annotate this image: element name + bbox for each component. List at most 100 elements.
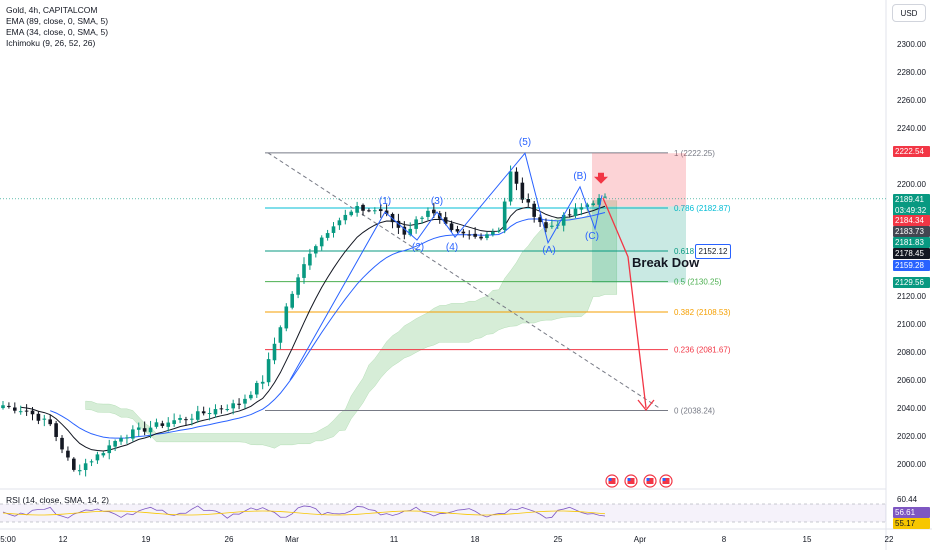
- price-tag: 2183.73: [893, 226, 930, 237]
- candle-body: [378, 209, 383, 212]
- candle-body: [190, 418, 194, 420]
- wave-label: (4): [446, 242, 458, 253]
- candle-body: [302, 264, 306, 278]
- price-axis-label: 2300.00: [897, 40, 926, 49]
- candle-body: [284, 306, 289, 329]
- break-down-annotation: Break Dow: [632, 255, 700, 270]
- candle-body: [83, 463, 88, 471]
- candle-body: [544, 222, 548, 229]
- candle-body: [461, 231, 466, 234]
- candle-body: [184, 419, 188, 421]
- candle-body: [526, 199, 531, 203]
- candle-body: [77, 470, 82, 472]
- candle-body: [119, 438, 123, 442]
- economic-event-flag-icon[interactable]: [643, 474, 657, 488]
- wave-label: (B): [573, 171, 586, 182]
- time-axis-label: 18: [471, 535, 480, 544]
- ema-34-legend[interactable]: EMA (34, close, 0, SMA, 5): [6, 27, 109, 37]
- candle-body: [479, 236, 483, 239]
- price-axis-label: 2260.00: [897, 96, 926, 105]
- candle-body: [520, 182, 525, 200]
- candle-body: [467, 234, 472, 236]
- ema-89-legend[interactable]: EMA (89, close, 0, SMA, 5): [6, 16, 109, 26]
- candle-body: [101, 453, 106, 456]
- candle-body: [272, 343, 277, 361]
- price-tag: 2181.83: [893, 237, 930, 248]
- candle-body: [113, 440, 117, 447]
- candle-body: [254, 382, 259, 395]
- candle-body: [66, 450, 70, 458]
- economic-event-flag-icon[interactable]: [605, 474, 619, 488]
- fib-level-label: 0.5 (2130.25): [674, 278, 722, 287]
- candle-body: [337, 220, 342, 226]
- candle-body: [207, 413, 212, 415]
- candle-body: [603, 196, 607, 198]
- fib-level-label: 0.786 (2182.87): [674, 204, 731, 213]
- candle-body: [237, 403, 241, 405]
- flag-canton: [646, 478, 650, 481]
- economic-event-flag-icon[interactable]: [624, 474, 638, 488]
- economic-event-flag-icon[interactable]: [659, 474, 673, 488]
- candle-body: [314, 246, 318, 254]
- time-axis-label: 11: [390, 535, 399, 544]
- elliott-wave-path: [289, 152, 603, 381]
- price-axis-label: 2040.00: [897, 404, 926, 413]
- rsi-band: [0, 504, 886, 522]
- candle-body: [225, 409, 230, 411]
- candle-body: [532, 203, 536, 217]
- candle-body: [1, 405, 5, 409]
- time-axis-label: 22: [885, 535, 894, 544]
- candle-body: [249, 394, 253, 399]
- price-tag: 2178.45: [893, 248, 930, 259]
- time-axis-label: 8: [722, 535, 727, 544]
- fib-level-label: 0.618: [674, 247, 695, 256]
- candle-body: [260, 381, 265, 384]
- time-axis-label: Apr: [634, 535, 647, 544]
- candle-body: [266, 359, 271, 383]
- candle-body: [172, 420, 176, 424]
- time-axis-label: 12: [59, 535, 68, 544]
- candle-body: [550, 225, 554, 227]
- wave-label: (5): [519, 137, 531, 148]
- candle-body: [485, 234, 489, 239]
- price-axis-label: 2080.00: [897, 348, 926, 357]
- candle-body: [213, 409, 218, 415]
- ichimoku-legend[interactable]: Ichimoku (9, 26, 52, 26): [6, 38, 96, 48]
- price-axis-label: 2200.00: [897, 180, 926, 189]
- candle-body: [491, 231, 495, 235]
- time-axis-label: 5:00: [0, 535, 16, 544]
- candle-body: [420, 217, 424, 219]
- rsi-ma-line: [2, 510, 606, 516]
- currency-button[interactable]: USD: [892, 4, 926, 22]
- candle-body: [373, 210, 377, 212]
- candle-body: [125, 437, 129, 439]
- symbol-title[interactable]: Gold, 4h, CAPITALCOM: [6, 5, 98, 15]
- candle-body: [349, 211, 354, 216]
- take-profit-zone: [592, 206, 686, 283]
- fib-level-label: 0.236 (2081.67): [674, 346, 731, 355]
- price-axis-label: 2240.00: [897, 124, 926, 133]
- ema-89-line: [50, 212, 606, 439]
- candle-body: [591, 203, 595, 206]
- flag-stripes: [627, 478, 635, 484]
- fib-price-box[interactable]: 2152.12: [695, 244, 731, 259]
- fib-level-label: 0.382 (2108.53): [674, 308, 731, 317]
- rsi-legend[interactable]: RSI (14, close, SMA, 14, 2): [6, 495, 109, 505]
- candle-body: [154, 422, 159, 427]
- candle-body: [343, 214, 348, 221]
- ichimoku-cloud: [85, 200, 618, 449]
- candle-body: [331, 226, 336, 233]
- candle-body: [384, 210, 389, 214]
- price-axis-label: 2120.00: [897, 292, 926, 301]
- candle-body: [573, 208, 578, 217]
- price-tag: 2189.41 03:49:32: [893, 194, 930, 216]
- candle-body: [278, 327, 283, 343]
- candle-body: [243, 398, 247, 404]
- price-tag: 2222.54: [893, 146, 930, 157]
- time-axis-label: 26: [225, 535, 234, 544]
- candle-body: [597, 198, 601, 205]
- time-axis-label: 25: [554, 535, 563, 544]
- candle-body: [426, 210, 430, 217]
